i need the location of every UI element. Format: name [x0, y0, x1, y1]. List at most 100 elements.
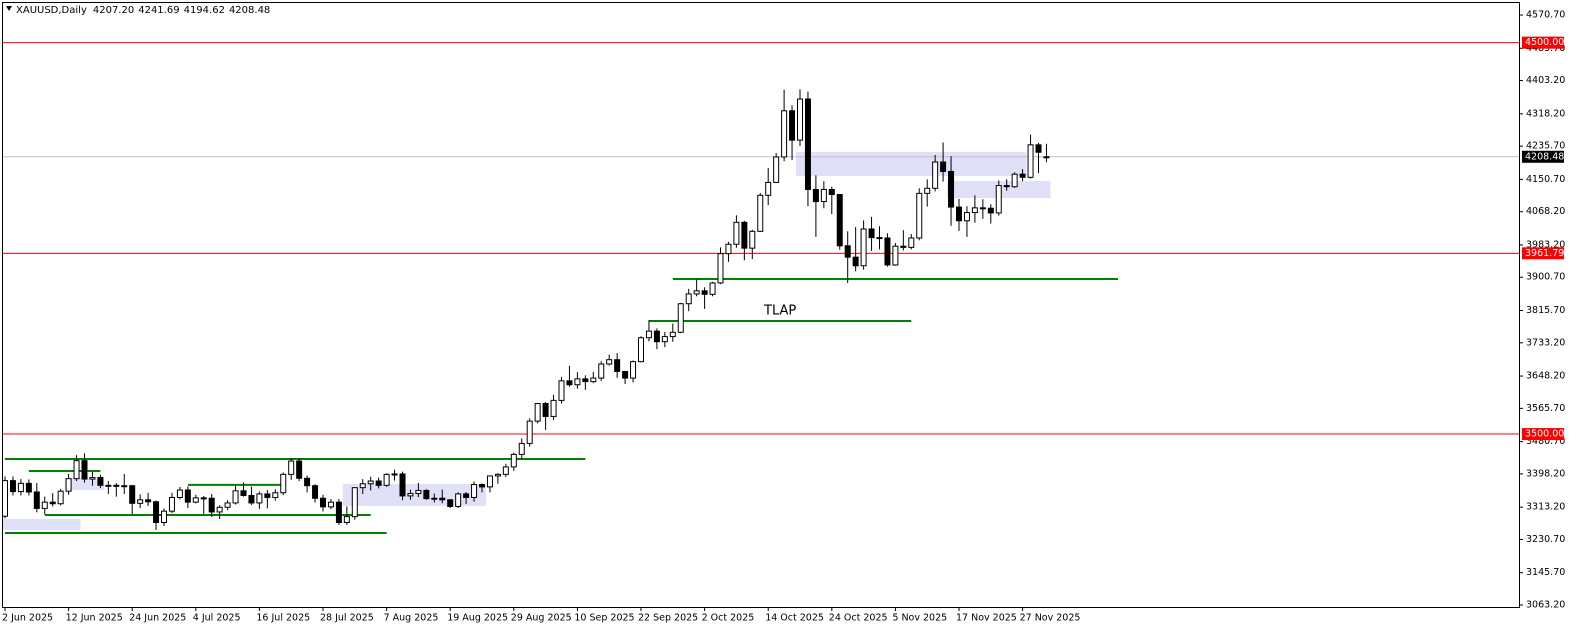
price-label: 3500.00 [1525, 429, 1564, 440]
x-tick-label: 2 Jun 2025 [2, 613, 53, 624]
candle-body [375, 480, 382, 486]
candle-body [574, 378, 581, 386]
candle-body [161, 510, 167, 524]
candle-body [41, 501, 48, 509]
candle-body [407, 493, 414, 497]
x-tick-label: 5 Nov 2025 [892, 613, 947, 624]
candle-body [367, 480, 374, 485]
zone [796, 151, 1027, 176]
candle-body [2, 480, 8, 517]
candle-body [359, 483, 366, 489]
candle-body [439, 497, 446, 501]
candle-body [987, 207, 994, 214]
candle-body [224, 502, 231, 508]
candle-body [176, 489, 183, 498]
x-tick-label: 29 Aug 2025 [511, 613, 572, 624]
candle-body [57, 490, 64, 505]
candle-body [995, 185, 1002, 214]
candle-body [900, 245, 907, 248]
candle-body [121, 485, 128, 488]
x-tick-label: 4 Jul 2025 [193, 613, 241, 624]
candle-body [630, 361, 637, 379]
candle-body [73, 460, 80, 480]
y-tick-label: 3230.70 [1526, 534, 1565, 545]
candle-body [65, 478, 72, 492]
x-tick-label: 10 Sep 2025 [574, 613, 634, 624]
x-tick-label: 16 Jul 2025 [256, 613, 310, 624]
candle-body [391, 473, 398, 476]
y-tick-label: 3063.20 [1526, 600, 1565, 611]
price-label-box [1522, 247, 1564, 260]
y-tick-label: 4150.70 [1526, 174, 1565, 185]
y-tick-label: 3648.20 [1526, 371, 1565, 382]
candle-body [431, 497, 438, 500]
candle-body [820, 188, 827, 203]
candle-body [542, 403, 549, 417]
candle-body [789, 110, 796, 141]
candle-body [693, 290, 700, 295]
candle-body [701, 290, 708, 295]
candle-body [272, 492, 279, 498]
candle-body [415, 489, 422, 495]
candle-body [280, 473, 287, 494]
candle-body [168, 496, 175, 512]
y-tick-label: 4403.20 [1526, 75, 1565, 86]
y-tick-label: 3145.70 [1526, 567, 1565, 578]
candle-body [9, 480, 16, 493]
x-tick-label: 19 Aug 2025 [447, 613, 508, 624]
candle-body [582, 378, 589, 383]
x-tick-label: 28 Jul 2025 [320, 613, 374, 624]
candle-body [741, 221, 748, 249]
y-tick-label: 4235.70 [1526, 141, 1565, 152]
candle-body [25, 482, 32, 493]
candle-body [534, 403, 541, 422]
candle-body [749, 230, 756, 249]
candle-body [645, 330, 652, 339]
candle-body [725, 243, 732, 255]
candle-body [908, 237, 915, 248]
candle-body [638, 337, 644, 363]
candle-body [304, 477, 311, 487]
y-tick-label: 4318.20 [1526, 108, 1565, 119]
candle-body [113, 484, 120, 487]
candle-body [200, 497, 207, 500]
candle-body [1043, 156, 1050, 159]
candle-body [486, 475, 493, 488]
candle-body [471, 484, 478, 498]
candle-body [343, 516, 350, 524]
candle-body [709, 282, 716, 295]
y-tick-label: 3815.70 [1526, 305, 1565, 316]
candle-body [455, 493, 462, 507]
y-tick-label: 3565.70 [1526, 403, 1565, 414]
candle-body [256, 493, 263, 504]
symbol: XAUUSD,Daily [16, 5, 87, 16]
y-tick-label: 3983.20 [1526, 239, 1565, 250]
candle-body [685, 293, 692, 305]
candle-body [518, 442, 525, 455]
chart-header: XAUUSD,Daily 4207.20 4241.69 4194.62 4208.48 [16, 5, 270, 16]
candle-body [868, 228, 875, 239]
candle-body [956, 206, 962, 222]
candle-body [216, 506, 223, 513]
candle-body [932, 161, 939, 189]
price-label-box [1522, 36, 1564, 49]
low-value: 4194.62 [184, 5, 225, 16]
candle-body [335, 501, 342, 524]
candle-body [510, 453, 517, 468]
price-label: 4208.48 [1525, 151, 1564, 162]
candle-body [566, 380, 573, 386]
candle-body [463, 493, 470, 498]
candle-body [812, 188, 819, 203]
candle-body [979, 207, 986, 210]
candle-body [550, 399, 557, 417]
candle-body [105, 484, 112, 487]
candle-body [208, 497, 215, 513]
y-tick-label: 3733.20 [1526, 337, 1565, 348]
candle-body [296, 460, 303, 479]
y-tick-label: 4570.70 [1526, 10, 1565, 21]
candle-body [97, 476, 104, 486]
candle-body [89, 476, 96, 480]
candle-body [797, 98, 803, 141]
candle-body [622, 370, 629, 379]
